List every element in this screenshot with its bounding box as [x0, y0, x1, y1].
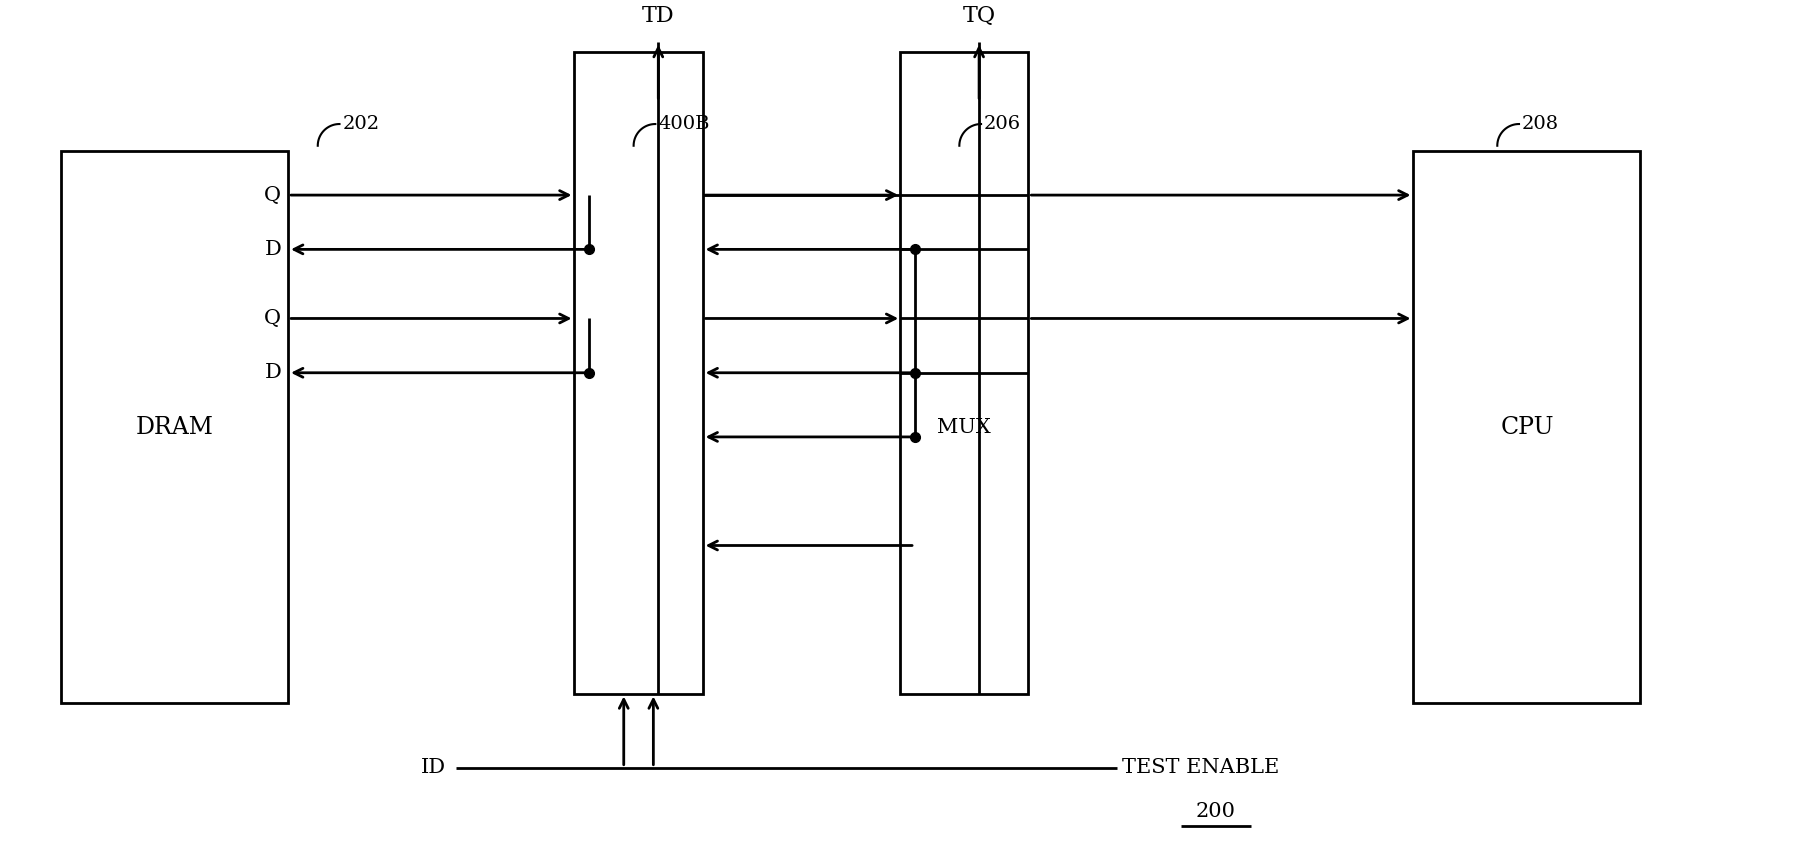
Text: 400B: 400B — [658, 115, 709, 133]
Text: Q: Q — [264, 185, 282, 205]
Text: DRAM: DRAM — [136, 416, 213, 438]
Bar — [62, 151, 287, 703]
Bar — [575, 52, 702, 694]
Text: 202: 202 — [342, 115, 380, 133]
Text: TEST ENABLE: TEST ENABLE — [1122, 758, 1279, 777]
Text: 200: 200 — [1195, 803, 1235, 821]
Bar — [900, 52, 1028, 694]
Text: TD: TD — [642, 5, 675, 27]
Text: TQ: TQ — [962, 5, 995, 27]
Text: 206: 206 — [984, 115, 1020, 133]
Text: 208: 208 — [1523, 115, 1559, 133]
Text: CPU: CPU — [1501, 416, 1553, 438]
Bar — [1413, 151, 1641, 703]
Text: Q: Q — [264, 309, 282, 328]
Text: ID: ID — [420, 758, 446, 777]
Text: MUX: MUX — [937, 417, 991, 437]
Text: D: D — [264, 363, 282, 382]
Text: D: D — [264, 240, 282, 259]
